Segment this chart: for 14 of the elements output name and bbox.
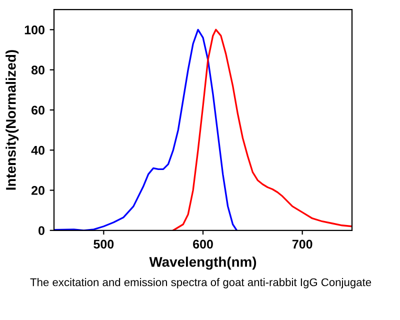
line-series bbox=[54, 28, 238, 230]
y-tick-label: 80 bbox=[31, 66, 44, 74]
x-tick-label: 500 bbox=[94, 240, 114, 249]
text: The excitation and emission spectra of goat anti-rabbit IgG Conjugate bbox=[30, 278, 372, 288]
x-tick-label: 700 bbox=[292, 240, 312, 249]
y-tick-label: 40 bbox=[31, 146, 44, 155]
x-tick-label: 600 bbox=[193, 240, 213, 249]
y-tick-label: 100 bbox=[24, 25, 44, 34]
y-axis-title: Intensity(Normalized) bbox=[6, 50, 19, 190]
y-tick-label: 20 bbox=[32, 186, 44, 195]
y-tick-label: 0 bbox=[38, 226, 44, 236]
line-series bbox=[172, 28, 352, 230]
y-tick-label: 60 bbox=[32, 106, 44, 115]
x-axis-title: Wavelength(nm) bbox=[149, 256, 256, 270]
